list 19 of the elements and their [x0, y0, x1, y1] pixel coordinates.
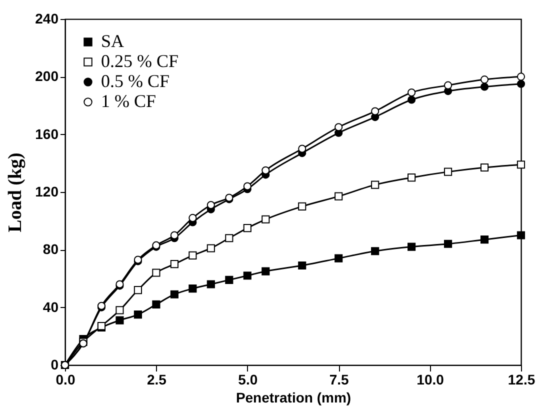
legend-label: 0.25 % CF: [101, 51, 179, 71]
y-axis-title: Load (kg): [5, 152, 26, 232]
y-tick-label: 160: [35, 126, 59, 142]
x-tick-label: 10.0: [416, 372, 444, 388]
y-tick-label: 0: [50, 356, 59, 372]
x-tick-label: 12.5: [508, 372, 536, 388]
y-tick-label: 240: [35, 10, 59, 26]
legend-label: SA: [101, 31, 124, 51]
x-tick-label: 5.0: [238, 372, 258, 388]
x-tick-label: 7.5: [329, 372, 350, 388]
x-tick-label: 0.0: [56, 372, 76, 388]
x-tick-label: 2.5: [146, 372, 167, 388]
y-tick-label: 120: [35, 184, 59, 200]
y-tick-label: 80: [42, 241, 59, 258]
legend-label: 0.5 % CF: [101, 71, 170, 91]
legend-label: 1 % CF: [101, 91, 156, 111]
x-axis-title: Penetration (mm): [236, 390, 352, 406]
y-tick-label: 200: [35, 68, 59, 84]
y-tick-label: 40: [42, 298, 59, 315]
